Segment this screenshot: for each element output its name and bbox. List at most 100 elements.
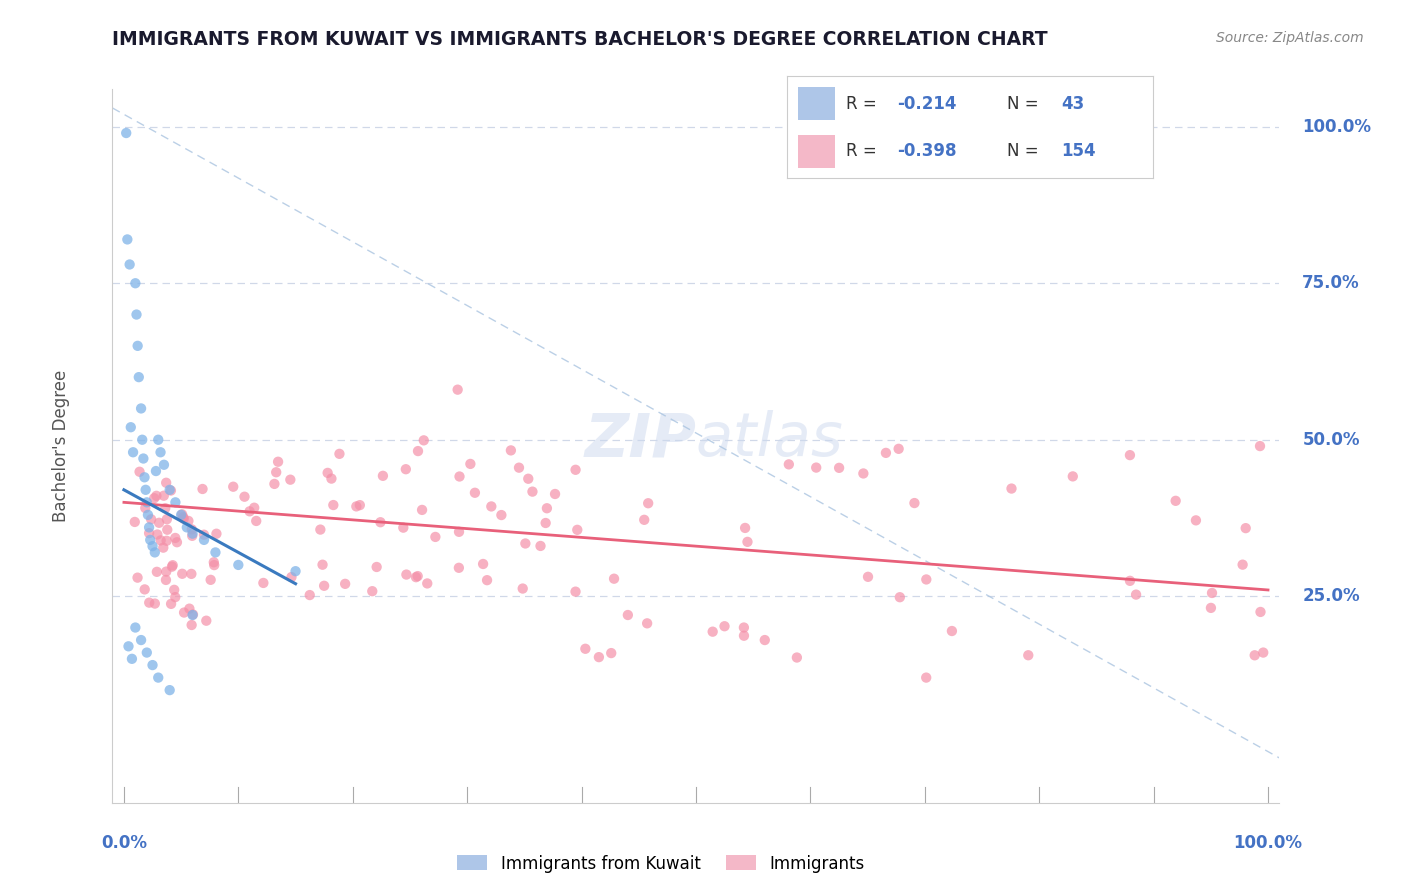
Point [177, 514, 200, 528]
Point [522, 484, 544, 499]
Point [191, 482, 214, 496]
Point [515, 536, 537, 550]
Point [181, 607, 204, 622]
Point [193, 533, 215, 547]
Text: 154: 154 [1062, 142, 1097, 160]
Point [915, 671, 938, 685]
Point [156, 512, 179, 526]
Point [314, 579, 336, 593]
Point [139, 533, 162, 547]
Point [1201, 586, 1223, 600]
Point [156, 533, 179, 548]
Point [460, 457, 482, 471]
Point [754, 633, 776, 648]
Text: atlas: atlas [696, 410, 844, 469]
Point [1017, 648, 1039, 663]
Point [163, 582, 186, 597]
Point [172, 510, 194, 524]
Point [600, 646, 623, 660]
Point [155, 573, 177, 587]
Text: Bachelor's Degree: Bachelor's Degree [52, 370, 70, 522]
Point [135, 483, 157, 497]
Point [1232, 558, 1254, 572]
Point [284, 564, 307, 578]
Point [278, 473, 301, 487]
Point [472, 557, 495, 571]
Point [170, 508, 193, 522]
Point [145, 464, 167, 478]
Point [156, 523, 179, 537]
Text: 50.0%: 50.0% [1302, 431, 1360, 449]
Point [195, 614, 218, 628]
Point [941, 624, 963, 638]
Point [143, 597, 166, 611]
Point [180, 566, 202, 581]
Point [146, 565, 169, 579]
Point [159, 483, 181, 497]
Bar [799, 87, 835, 120]
Point [138, 526, 160, 541]
Point [141, 658, 163, 673]
Point [127, 571, 149, 585]
Point [128, 370, 150, 384]
Point [181, 607, 204, 622]
Point [734, 521, 756, 535]
Text: R =: R = [846, 142, 882, 160]
Point [425, 530, 447, 544]
Point [889, 591, 911, 605]
Point [512, 582, 534, 596]
Point [134, 501, 156, 516]
Point [165, 590, 187, 604]
Point [328, 447, 350, 461]
Point [856, 570, 879, 584]
Point [176, 520, 198, 534]
Point [411, 503, 433, 517]
Point [160, 597, 183, 611]
Point [155, 565, 177, 579]
Point [1119, 448, 1142, 462]
Point [636, 616, 658, 631]
Point [564, 463, 586, 477]
Point [395, 567, 418, 582]
Point [121, 652, 143, 666]
Point [828, 460, 851, 475]
Point [405, 570, 427, 584]
Point [534, 516, 557, 530]
Point [361, 584, 384, 599]
Point [1164, 493, 1187, 508]
Point [159, 683, 181, 698]
Point [124, 277, 146, 291]
Point [702, 624, 724, 639]
Point [447, 561, 470, 575]
Point [637, 496, 659, 510]
Point [243, 500, 266, 515]
Point [1062, 469, 1084, 483]
Point [1251, 646, 1274, 660]
Point [222, 480, 245, 494]
Point [333, 577, 356, 591]
Point [536, 501, 558, 516]
Point [406, 444, 429, 458]
Point [264, 465, 287, 479]
Text: -0.398: -0.398 [897, 142, 956, 160]
Point [162, 558, 184, 573]
Point [124, 515, 146, 529]
Point [321, 472, 343, 486]
Point [603, 572, 626, 586]
Point [202, 555, 225, 569]
Point [464, 485, 486, 500]
Point [852, 467, 875, 481]
Point [491, 508, 513, 522]
Point [574, 641, 596, 656]
Point [118, 257, 141, 271]
Point [117, 640, 139, 654]
Point [170, 508, 193, 522]
Point [239, 504, 262, 518]
Point [134, 470, 156, 484]
Text: N =: N = [1007, 142, 1043, 160]
Point [173, 606, 195, 620]
Point [544, 487, 567, 501]
Point [143, 491, 166, 506]
Point [778, 458, 800, 472]
Point [124, 621, 146, 635]
